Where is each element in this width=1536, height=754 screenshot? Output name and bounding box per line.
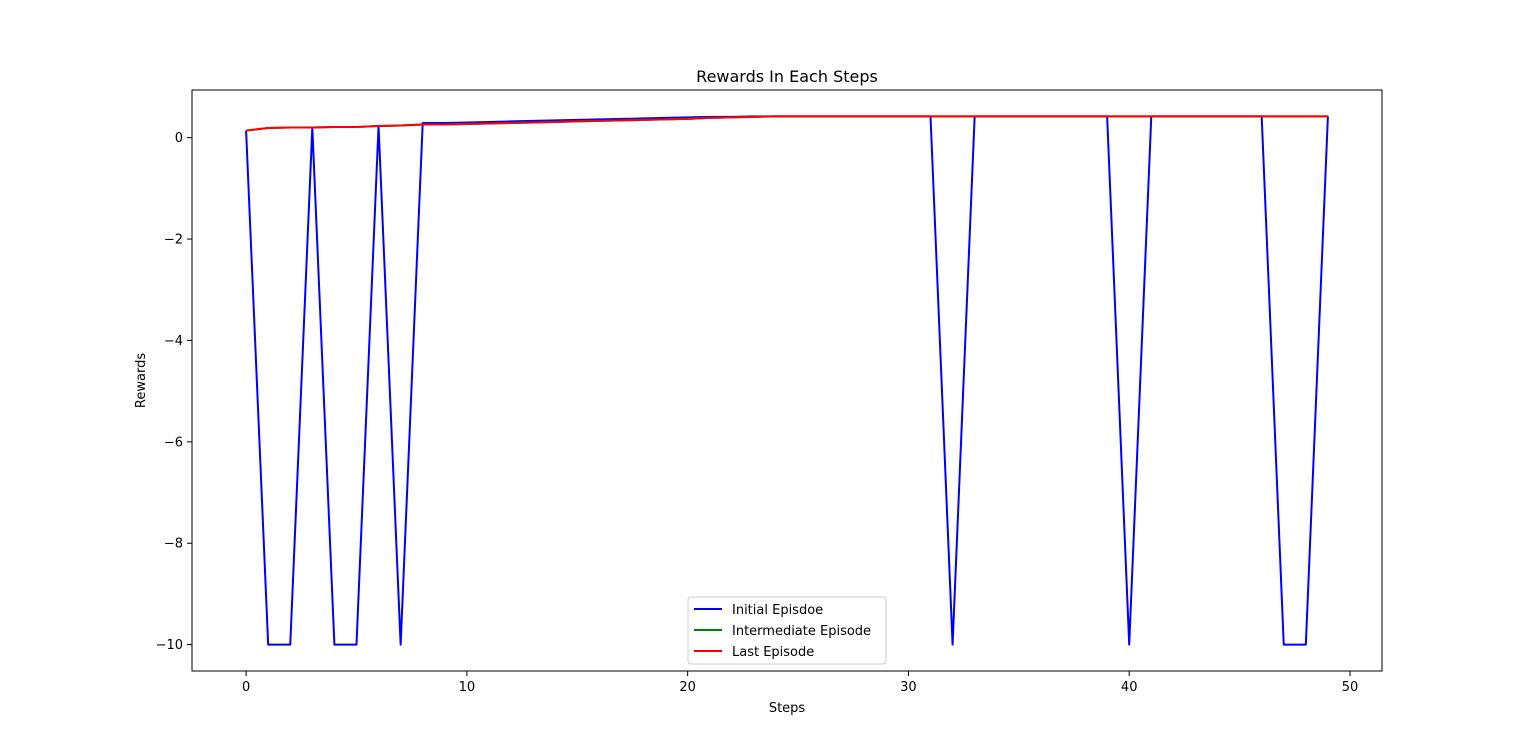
x-tick-label: 30 [900,680,917,695]
y-axis-label: Rewards [134,353,149,408]
chart-title: Rewards In Each Steps [696,67,878,86]
legend-label-initial-episdoe: Initial Episdoe [732,603,823,618]
x-axis-ticks: 0 10 20 30 40 50 [242,671,1358,695]
plot-frame [191,89,1383,672]
series-layer [245,115,1329,646]
legend-label-intermediate-episode: Intermediate Episode [732,624,871,639]
x-tick-label: 20 [679,680,696,695]
x-tick-label: 40 [1121,680,1138,695]
legend-box [687,596,887,665]
legend-label-last-episode: Last Episode [732,645,814,660]
y-tick-label: −4 [164,334,183,349]
x-axis-label: Steps [769,701,806,716]
y-tick-label: −10 [156,638,183,653]
series-line-last-episode [245,115,1328,132]
y-axis-ticks: −10 −8 −6 −4 −2 0 [156,131,192,653]
y-tick-label: −2 [164,233,183,248]
y-tick-label: −8 [164,537,183,552]
x-tick-label: 0 [242,680,250,695]
y-tick-label: −6 [164,435,183,450]
x-tick-label: 10 [459,680,476,695]
x-tick-label: 50 [1342,680,1359,695]
y-tick-label: 0 [175,131,183,146]
legend: Initial Episdoe Intermediate Episode Las… [687,596,887,665]
